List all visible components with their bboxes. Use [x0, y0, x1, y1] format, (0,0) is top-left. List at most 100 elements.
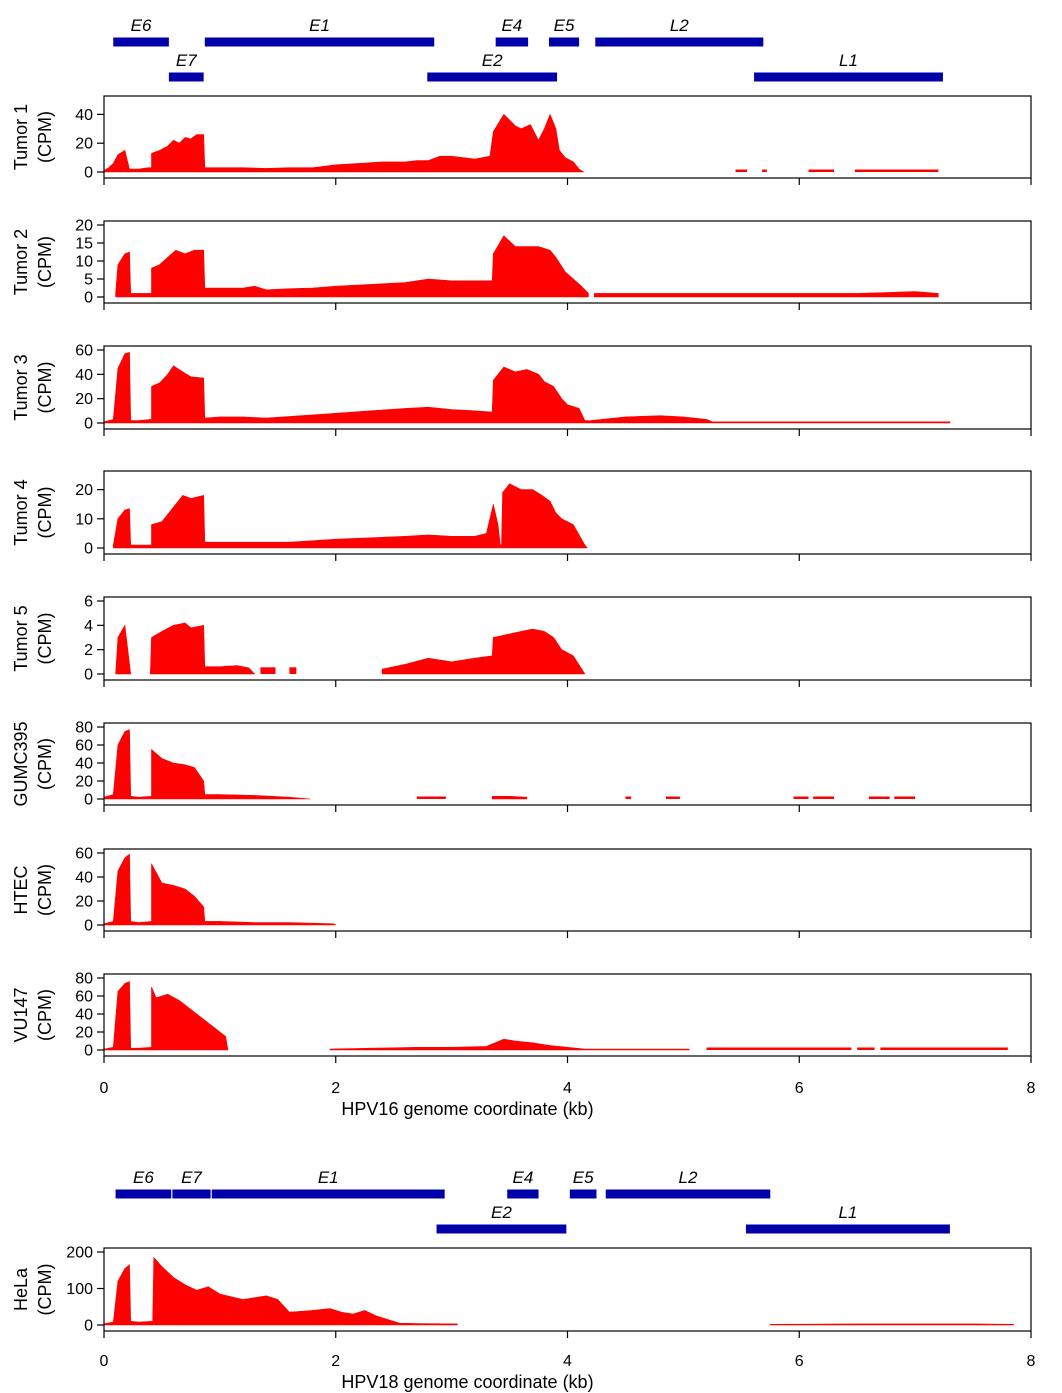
gene-bar-l2	[605, 1189, 771, 1199]
y-tick-label: 6	[84, 594, 93, 611]
unit-label: (CPM)	[35, 487, 55, 539]
x-tick-label: 4	[563, 1080, 572, 1097]
coverage-segment	[381, 628, 586, 675]
coverage-segment	[115, 235, 589, 298]
unit-label: (CPM)	[35, 864, 55, 916]
gene-label-e7: E7	[181, 1168, 202, 1187]
y-tick-label: 80	[75, 720, 93, 737]
coverage-segment	[491, 796, 528, 800]
coverage-segment	[625, 796, 632, 799]
x-tick-label: 6	[795, 1080, 804, 1097]
sample-label: Tumor 5	[11, 605, 31, 671]
y-tick-label: 0	[84, 918, 93, 935]
gene-label-l2: L2	[679, 1168, 698, 1187]
coverage-segment	[115, 624, 132, 675]
sample-label: HeLa	[11, 1267, 31, 1311]
coverage-segment	[770, 1323, 1014, 1326]
coverage-segment	[854, 169, 939, 172]
sample-label: HTEC	[11, 866, 31, 915]
y-tick-label: 10	[75, 254, 93, 271]
y-tick-label: 0	[84, 541, 93, 558]
y-tick-label: 20	[75, 774, 93, 791]
x-tick-label: 0	[100, 1353, 109, 1370]
y-tick-label: 20	[75, 218, 93, 235]
hpv18-gene-track: E2 L1	[436, 1203, 950, 1234]
y-tick-label: 200	[66, 1245, 93, 1262]
coverage-segment	[665, 796, 680, 799]
gene-label-e2: E2	[491, 1203, 512, 1222]
gene-label-l1: L1	[838, 1203, 857, 1222]
gene-label-e1: E1	[309, 16, 330, 35]
y-tick-label: 0	[84, 792, 93, 809]
y-tick-label: 2	[84, 642, 93, 659]
y-tick-label: 0	[84, 290, 93, 307]
gene-bar-e1	[204, 37, 435, 47]
panel-tumor-4: 0 10 20 Tumor 4 (CPM)	[11, 470, 1032, 561]
x-tick-label: 8	[1027, 1353, 1036, 1370]
gene-bar-e6	[115, 1189, 172, 1199]
sample-label: Tumor 2	[11, 229, 31, 295]
y-tick-label: 10	[75, 511, 93, 528]
gene-label-e4: E4	[512, 1168, 533, 1187]
gene-bar-e1	[211, 1189, 445, 1199]
coverage-segment	[706, 1047, 852, 1050]
x-tick-label: 8	[1027, 1080, 1036, 1097]
coverage-segment	[149, 622, 256, 675]
gene-bar-e4	[507, 1189, 539, 1199]
y-tick-label: 40	[75, 367, 93, 384]
y-tick-label: 0	[84, 165, 93, 182]
x-tick-label: 2	[331, 1353, 340, 1370]
x-tick-label: 6	[795, 1353, 804, 1370]
y-tick-label: 40	[75, 1007, 93, 1024]
gene-label-e5: E5	[554, 16, 575, 35]
sample-label: Tumor 1	[11, 104, 31, 170]
sample-label: VU147	[11, 987, 31, 1042]
y-tick-label: 40	[75, 756, 93, 773]
y-tick-label: 20	[75, 136, 93, 153]
hpv18-genome-block: E6 E7 E1 E4 E5 L2 E2 L1 0 100 200 HeLa (CPM) 0 2 4 6 8 HPV…	[11, 1168, 1036, 1392]
unit-label: (CPM)	[35, 738, 55, 790]
coverage-segment	[735, 169, 748, 172]
gene-label-l1: L1	[839, 51, 858, 70]
coverage-segment	[103, 352, 951, 424]
y-tick-label: 0	[84, 1043, 93, 1060]
y-tick-label: 100	[66, 1281, 93, 1298]
coverage-segment	[103, 853, 336, 926]
unit-label: (CPM)	[35, 111, 55, 163]
y-tick-label: 20	[75, 1025, 93, 1042]
panel-tumor-5: 0 2 4 6 Tumor 5 (CPM)	[11, 594, 1032, 687]
panel-frame	[103, 848, 1032, 932]
y-tick-label: 0	[84, 667, 93, 684]
panel-frame	[103, 973, 1032, 1057]
coverage-segment	[103, 729, 311, 800]
gene-bar-e6	[113, 37, 169, 47]
x-axis-title: HPV16 genome coordinate (kb)	[341, 1099, 593, 1119]
y-tick-label: 60	[75, 989, 93, 1006]
panel-hela: 0 100 200 HeLa (CPM)	[11, 1245, 1032, 1338]
y-tick-label: 40	[75, 107, 93, 124]
coverage-segment	[857, 1047, 875, 1050]
coverage-segment	[593, 291, 939, 298]
y-tick-label: 5	[84, 272, 93, 289]
y-tick-label: 20	[75, 894, 93, 911]
y-tick-label: 20	[75, 482, 93, 499]
gene-bar-e7	[168, 72, 204, 82]
y-tick-label: 20	[75, 391, 93, 408]
y-tick-label: 60	[75, 343, 93, 360]
coverage-segment	[813, 796, 835, 799]
coverage-segment	[762, 169, 767, 172]
y-tick-label: 15	[75, 236, 93, 253]
coverage-segment	[868, 796, 890, 799]
unit-label: (CPM)	[35, 613, 55, 665]
y-tick-label: 60	[75, 846, 93, 863]
gene-bar-l2	[595, 37, 764, 47]
gene-bar-e7	[172, 1189, 211, 1199]
unit-label: (CPM)	[35, 989, 55, 1041]
y-tick-label: 80	[75, 971, 93, 988]
gene-label-l2: L2	[670, 16, 689, 35]
gene-bar-e2	[436, 1224, 567, 1234]
coverage-segment	[103, 981, 229, 1051]
panel-tumor-1: 0 20 40 Tumor 1 (CPM)	[11, 95, 1032, 185]
